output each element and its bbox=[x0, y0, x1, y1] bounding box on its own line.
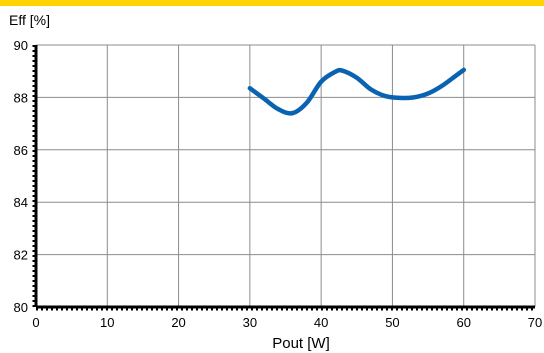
y-tick-label: 88 bbox=[14, 90, 28, 105]
y-tick-label: 80 bbox=[14, 300, 28, 315]
x-tick-label: 70 bbox=[528, 315, 542, 330]
x-tick-label: 0 bbox=[32, 315, 39, 330]
x-tick-label: 20 bbox=[171, 315, 185, 330]
y-tick-label: 90 bbox=[14, 38, 28, 53]
y-tick-label: 84 bbox=[14, 195, 28, 210]
x-tick-label: 40 bbox=[314, 315, 328, 330]
top-accent-band bbox=[0, 0, 544, 6]
axes bbox=[32, 45, 535, 311]
x-axis-label: Pout [W] bbox=[272, 335, 330, 352]
x-tick-label: 10 bbox=[100, 315, 114, 330]
tick-labels: 0 10 20 30 40 50 60 70 80 82 84 86 88 90 bbox=[14, 38, 543, 330]
x-tick-label: 30 bbox=[243, 315, 257, 330]
x-tick-label: 50 bbox=[385, 315, 399, 330]
series-line bbox=[247, 67, 466, 116]
series bbox=[247, 67, 466, 116]
y-tick-label: 82 bbox=[14, 248, 28, 263]
grid bbox=[36, 44, 536, 307]
x-tick-label: 60 bbox=[456, 315, 470, 330]
y-axis-label: Eff [%] bbox=[9, 12, 50, 28]
y-tick-label: 86 bbox=[14, 143, 28, 158]
